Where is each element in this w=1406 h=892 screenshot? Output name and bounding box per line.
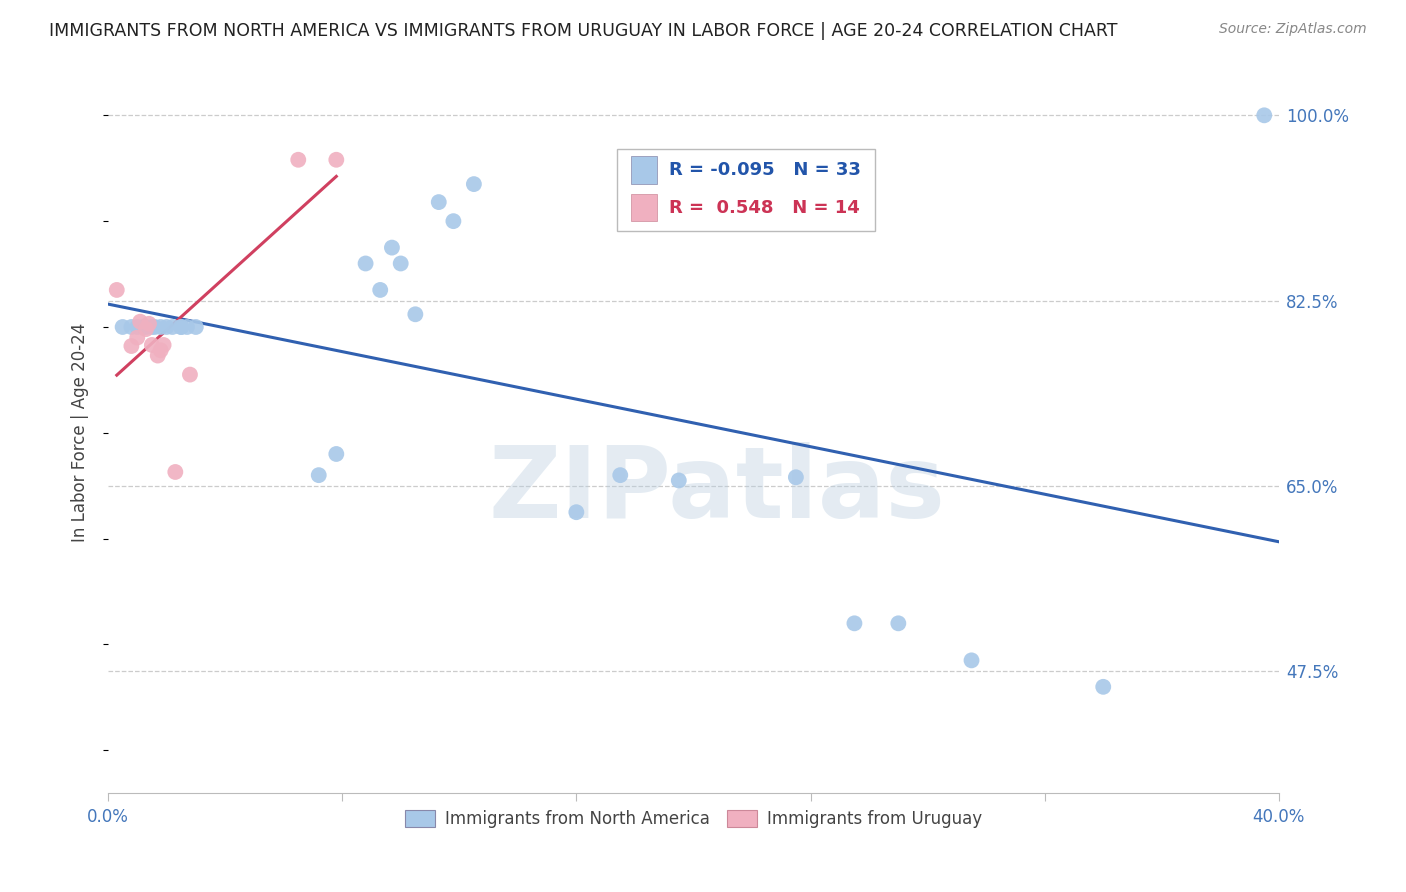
- Point: [325, 153, 347, 167]
- Point: [111, 320, 134, 334]
- Point: [389, 256, 412, 270]
- Point: [120, 320, 142, 334]
- Point: [308, 468, 330, 483]
- Point: [132, 320, 155, 334]
- Y-axis label: In Labor Force | Age 20-24: In Labor Force | Age 20-24: [72, 323, 89, 542]
- Point: [129, 315, 152, 329]
- Point: [325, 447, 347, 461]
- Point: [381, 241, 404, 255]
- Point: [427, 195, 450, 210]
- Point: [960, 653, 983, 667]
- Text: R =  0.548   N = 14: R = 0.548 N = 14: [669, 199, 859, 217]
- Point: [463, 177, 485, 191]
- Point: [184, 320, 207, 334]
- Text: Source: ZipAtlas.com: Source: ZipAtlas.com: [1219, 22, 1367, 37]
- Point: [149, 343, 172, 358]
- Point: [152, 338, 174, 352]
- Point: [354, 256, 377, 270]
- Point: [565, 505, 588, 519]
- Point: [176, 320, 198, 334]
- Point: [135, 322, 157, 336]
- Bar: [631, 156, 657, 184]
- Bar: [617, 149, 875, 231]
- Text: ZIPatlas: ZIPatlas: [488, 442, 945, 539]
- Point: [441, 214, 464, 228]
- Point: [287, 153, 309, 167]
- Point: [844, 616, 866, 631]
- Text: IMMIGRANTS FROM NORTH AMERICA VS IMMIGRANTS FROM URUGUAY IN LABOR FORCE | AGE 20: IMMIGRANTS FROM NORTH AMERICA VS IMMIGRA…: [49, 22, 1118, 40]
- Point: [149, 320, 172, 334]
- Point: [120, 339, 142, 353]
- Point: [141, 320, 163, 334]
- Point: [887, 616, 910, 631]
- Point: [404, 307, 426, 321]
- Point: [143, 320, 166, 334]
- Point: [165, 465, 187, 479]
- Point: [138, 317, 160, 331]
- Point: [609, 468, 631, 483]
- Point: [141, 338, 163, 352]
- Point: [105, 283, 128, 297]
- Point: [179, 368, 201, 382]
- Point: [135, 320, 157, 334]
- Point: [127, 330, 149, 344]
- Point: [368, 283, 391, 297]
- Legend: Immigrants from North America, Immigrants from Uruguay: Immigrants from North America, Immigrant…: [398, 803, 988, 835]
- Bar: [631, 194, 657, 221]
- Point: [785, 470, 807, 484]
- Point: [1253, 108, 1275, 122]
- Point: [127, 320, 149, 334]
- Point: [146, 349, 169, 363]
- Point: [1092, 680, 1115, 694]
- Point: [155, 320, 177, 334]
- Point: [668, 474, 690, 488]
- Point: [170, 320, 193, 334]
- Point: [170, 320, 193, 334]
- Text: R = -0.095   N = 33: R = -0.095 N = 33: [669, 161, 860, 179]
- Point: [162, 320, 184, 334]
